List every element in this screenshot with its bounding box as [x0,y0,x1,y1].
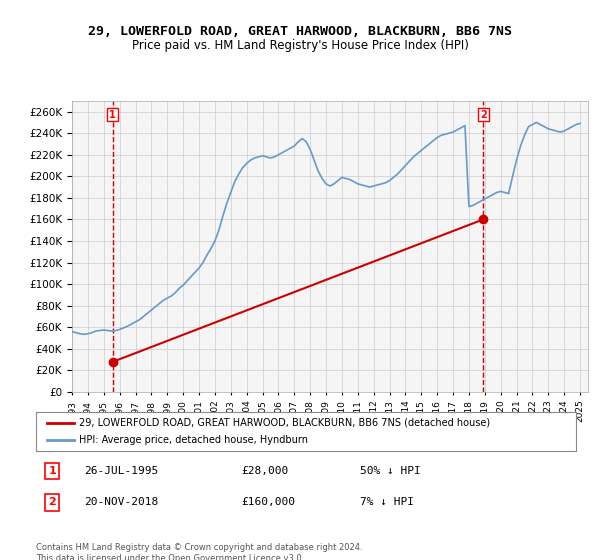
Text: £28,000: £28,000 [241,466,289,476]
Text: £160,000: £160,000 [241,497,295,507]
Text: 7% ↓ HPI: 7% ↓ HPI [360,497,414,507]
Text: 26-JUL-1995: 26-JUL-1995 [85,466,159,476]
Text: 29, LOWERFOLD ROAD, GREAT HARWOOD, BLACKBURN, BB6 7NS (detached house): 29, LOWERFOLD ROAD, GREAT HARWOOD, BLACK… [79,418,490,428]
Text: HPI: Average price, detached house, Hyndburn: HPI: Average price, detached house, Hynd… [79,435,308,445]
Text: 29, LOWERFOLD ROAD, GREAT HARWOOD, BLACKBURN, BB6 7NS: 29, LOWERFOLD ROAD, GREAT HARWOOD, BLACK… [88,25,512,38]
Text: 20-NOV-2018: 20-NOV-2018 [85,497,159,507]
Text: Price paid vs. HM Land Registry's House Price Index (HPI): Price paid vs. HM Land Registry's House … [131,39,469,52]
Text: Contains HM Land Registry data © Crown copyright and database right 2024.
This d: Contains HM Land Registry data © Crown c… [36,543,362,560]
Text: 1: 1 [49,466,56,476]
Text: 2: 2 [49,497,56,507]
Text: 1: 1 [109,110,116,119]
Text: 2: 2 [480,110,487,119]
Text: 50% ↓ HPI: 50% ↓ HPI [360,466,421,476]
